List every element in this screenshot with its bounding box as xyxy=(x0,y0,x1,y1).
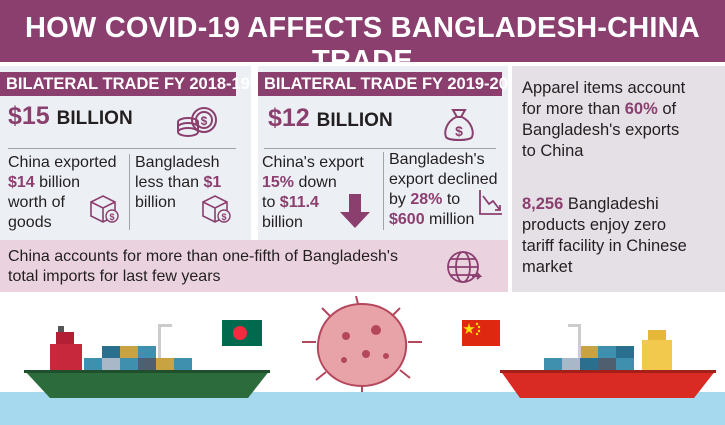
china-export-text: China exported $14 billion worth of good… xyxy=(8,154,117,231)
svg-text:$: $ xyxy=(455,123,463,139)
cargo-ship-icon xyxy=(500,324,716,398)
china-export-text: China's export 15% down to $11.4 billion xyxy=(262,154,364,231)
china-flag-icon xyxy=(462,320,500,346)
products-fact: 8,256 Bangladeshi products enjoy zero ta… xyxy=(522,195,687,276)
divider xyxy=(383,152,384,230)
divider xyxy=(129,154,130,230)
bangladesh-flag-icon xyxy=(222,320,262,346)
amount-unit: BILLION xyxy=(56,108,133,129)
apparel-fact: Apparel items account for more than 60% … xyxy=(522,79,686,160)
svg-text:$: $ xyxy=(221,212,226,222)
divider xyxy=(8,148,236,149)
bangladesh-export-text: Bangladesh's export declined by 28% to $… xyxy=(389,151,498,228)
decline-chart-icon xyxy=(479,190,502,215)
coins-icon: $ xyxy=(177,107,217,137)
bangladesh-export-text: Bangladesh less than $1 billion xyxy=(135,154,222,211)
amount-value: $15 xyxy=(8,102,50,130)
cargo-ship-icon xyxy=(24,324,270,398)
globe-trade-icon xyxy=(447,251,482,283)
svg-text:$: $ xyxy=(201,114,208,128)
trade-amount: $12 BILLION xyxy=(268,104,393,133)
svg-text:$: $ xyxy=(109,212,114,222)
side-facts-panel: Apparel items account for more than 60% … xyxy=(512,66,725,292)
amount-value: $12 xyxy=(268,104,310,132)
divider xyxy=(264,148,496,149)
title-banner: HOW COVID-19 AFFECTS BANGLADESH-CHINA TR… xyxy=(0,0,725,77)
share-note-text: China accounts for more than one-fifth o… xyxy=(8,248,398,285)
panel-header: BILATERAL TRADE FY 2018-19: xyxy=(0,72,255,96)
box-export-icon: $ xyxy=(90,195,119,223)
trade-amount: $15 BILLION xyxy=(8,102,133,131)
virus-icon xyxy=(302,296,422,392)
page-title: HOW COVID-19 AFFECTS BANGLADESH-CHINA TR… xyxy=(25,12,700,77)
down-arrow-icon xyxy=(340,194,370,228)
money-bag-icon: $ xyxy=(444,109,474,141)
imports-share-note: China accounts for more than one-fifth o… xyxy=(0,240,508,292)
panel-header: BILATERAL TRADE FY 2019-20: xyxy=(258,72,513,96)
box-import-icon: $ xyxy=(202,195,231,223)
amount-unit: BILLION xyxy=(316,110,393,131)
